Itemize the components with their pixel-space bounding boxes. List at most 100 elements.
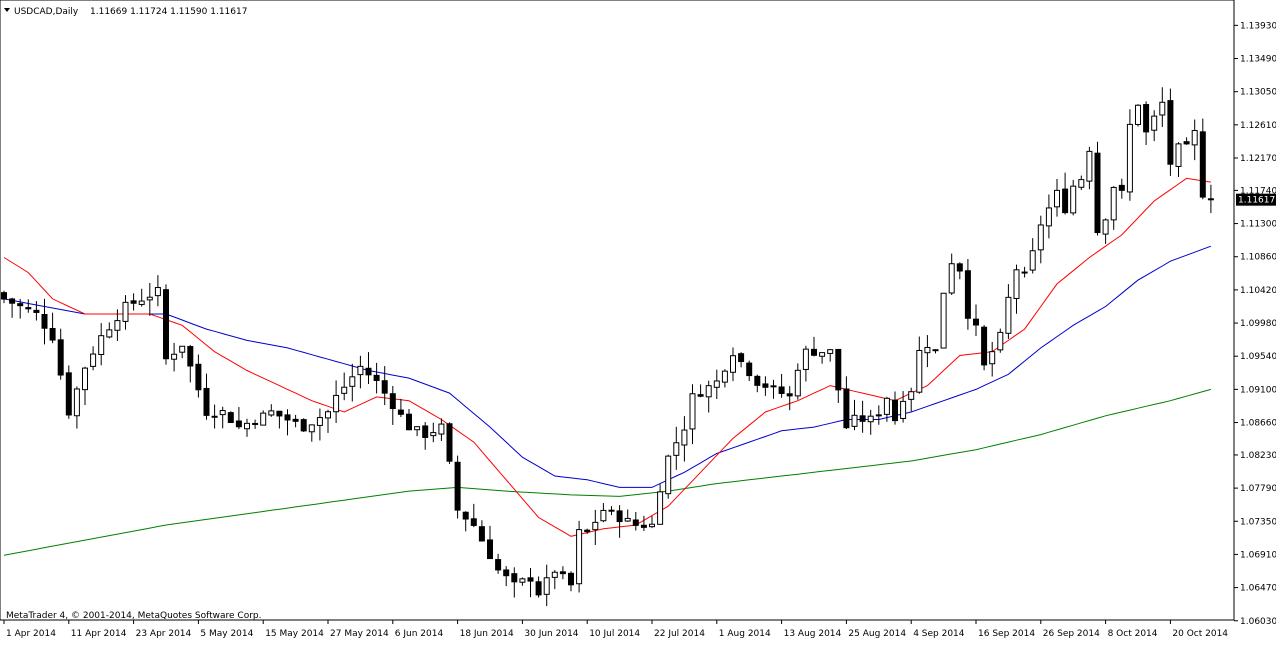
x-tick-label: 1 Aug 2014 <box>719 629 771 639</box>
candles <box>1 87 1214 607</box>
candle <box>478 520 485 542</box>
y-tick-label: 1.12170 <box>1240 154 1276 164</box>
candle-body-bull <box>705 385 712 398</box>
candle-body-bull <box>689 393 696 430</box>
candle <box>138 288 145 307</box>
candle <box>1005 284 1012 339</box>
candle <box>341 372 348 401</box>
candle <box>1021 266 1028 278</box>
candle <box>559 566 566 580</box>
candle <box>1078 175 1085 191</box>
candle <box>551 570 558 590</box>
candle-body-bull <box>592 521 599 531</box>
candle-body-bull <box>883 397 890 415</box>
candle <box>819 352 826 364</box>
candle-body-bear <box>1207 198 1214 201</box>
candle <box>827 349 834 362</box>
candle-body-bull <box>179 345 186 353</box>
candle-body-bull <box>114 320 121 331</box>
candle-body-bull <box>430 432 437 437</box>
candle-body-bear <box>981 326 988 366</box>
candle <box>681 416 688 462</box>
candle <box>187 345 194 383</box>
candle <box>932 349 939 354</box>
candle <box>721 369 728 388</box>
candle-body-bear <box>616 510 623 523</box>
candle <box>1094 141 1101 236</box>
candle-body-bull <box>551 571 558 578</box>
candle <box>916 336 923 394</box>
candle-body-bull <box>1078 179 1085 188</box>
candle <box>1126 109 1133 201</box>
candle-body-bull <box>268 410 275 416</box>
candle <box>292 414 299 428</box>
candle-body-bull <box>1135 104 1141 125</box>
candle-body-bear <box>57 339 64 376</box>
x-tick-label: 26 Sep 2014 <box>1043 629 1100 639</box>
candle-body-bear <box>754 375 761 386</box>
ma-fast-line <box>3 177 1211 537</box>
candle-body-bull <box>1029 250 1036 271</box>
candle-body-bear <box>1 292 7 300</box>
candle <box>203 373 210 420</box>
candle-body-bear <box>462 511 469 520</box>
candle-body-bear <box>130 300 137 304</box>
x-tick-label: 23 Apr 2014 <box>136 629 192 639</box>
candle <box>754 374 761 393</box>
candle-body-bull <box>819 352 826 357</box>
candle-body-bull <box>219 410 226 416</box>
candle-body-bear <box>559 571 566 575</box>
candle <box>244 418 250 437</box>
candle-body-bear <box>446 423 453 462</box>
candle-body-bear <box>227 412 234 424</box>
candle <box>114 309 121 341</box>
y-tick-label: 1.08660 <box>1240 419 1276 429</box>
candle <box>300 418 307 433</box>
candle <box>90 346 97 371</box>
candle-body-bull <box>1037 224 1044 251</box>
candle <box>843 376 850 430</box>
candle <box>1045 194 1052 239</box>
candle <box>964 259 971 330</box>
candle <box>1151 110 1158 142</box>
triangle-down-icon[interactable] <box>4 8 10 12</box>
candle <box>235 407 242 430</box>
candle <box>875 405 882 425</box>
candle <box>495 553 502 574</box>
candle <box>1159 87 1166 127</box>
candle <box>778 374 785 398</box>
candle-body-bull <box>349 376 356 387</box>
x-tick-label: 15 May 2014 <box>265 629 324 639</box>
candle <box>41 298 48 345</box>
candle-body-bear <box>9 298 16 304</box>
candle <box>171 342 178 372</box>
x-tick-label: 8 Oct 2014 <box>1108 629 1158 639</box>
candle <box>163 284 169 365</box>
candle <box>430 422 437 443</box>
candle-body-bear <box>640 524 647 528</box>
candle-body-bear <box>762 383 769 388</box>
candle <box>908 387 915 412</box>
candle-body-bear <box>292 418 299 422</box>
candle-body-bear <box>381 380 388 394</box>
candle-body-bull <box>770 385 777 388</box>
candle-body-bear <box>487 539 493 560</box>
candle <box>892 391 898 425</box>
candle-body-bear <box>300 419 307 432</box>
candle <box>1102 218 1109 244</box>
candle <box>406 408 412 431</box>
candle <box>57 328 64 380</box>
candle-body-bull <box>576 529 583 585</box>
y-tick-label: 1.13050 <box>1240 88 1276 98</box>
candle-body-bull <box>657 491 664 525</box>
candle-body-bull <box>1191 130 1198 146</box>
candle-body-bull <box>1102 219 1109 235</box>
candle <box>195 354 202 398</box>
y-tick-label: 1.13490 <box>1240 55 1276 65</box>
candle <box>859 400 866 433</box>
candle-body-bull <box>1013 269 1020 299</box>
candle <box>25 299 32 313</box>
candle-body-bear <box>632 519 639 526</box>
candle-body-bear <box>568 572 574 586</box>
candle-body-bull <box>90 353 97 367</box>
